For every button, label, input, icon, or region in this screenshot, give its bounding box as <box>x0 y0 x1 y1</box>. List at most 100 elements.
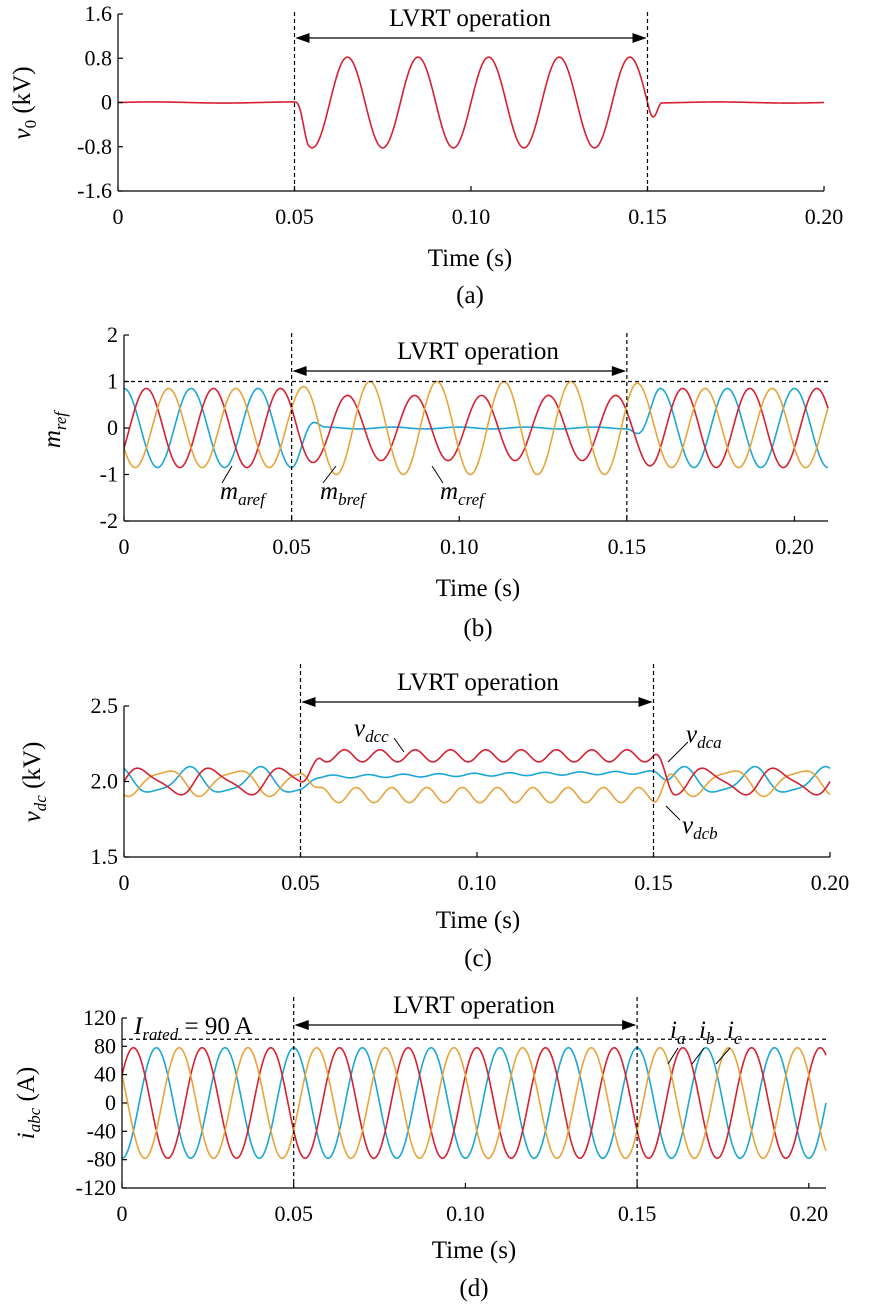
a-x-tick-label: 0.10 <box>452 204 491 229</box>
b-lvrt-arrowhead-right <box>611 366 626 376</box>
c-vdca-leader <box>667 741 689 763</box>
c-x-tick-label: 0.10 <box>458 870 497 895</box>
d-x-tick-label: 0.05 <box>274 1201 313 1226</box>
b-y-ticks: -2 -1 0 1 2 <box>100 322 129 533</box>
a-y-tick-label: 1.6 <box>85 1 113 26</box>
d-ia-label: ia <box>670 1017 685 1048</box>
d-y-axis-label: iabc (A) <box>13 1067 44 1139</box>
panel-a: LVRT operation -1.6 -0.8 0 0.8 1.6 0 0.05 0.10… <box>9 1 843 309</box>
b-maref-label: maref <box>220 478 267 509</box>
d-ic-label: ic <box>727 1017 742 1048</box>
c-vdcc-label: vdcc <box>354 715 389 746</box>
b-x-tick-label: 0.15 <box>608 534 647 559</box>
d-lvrt-arrowhead-left <box>294 1020 309 1030</box>
b-y-tick-label: -2 <box>100 508 118 533</box>
a-y-axis-label: v0 (kV) <box>9 66 40 139</box>
d-lvrt-label: LVRT operation <box>393 992 555 1019</box>
d-ia-leader <box>667 1047 679 1065</box>
d-x-tick-label: 0 <box>117 1201 128 1226</box>
d-ia-series <box>121 1046 827 1160</box>
a-caption: (a) <box>456 282 484 309</box>
c-lvrt-arrowhead-right <box>638 697 653 707</box>
b-caption: (b) <box>463 615 492 642</box>
c-vdcc-series <box>123 749 831 796</box>
b-lvrt-label: LVRT operation <box>397 338 559 365</box>
b-maref-leader <box>221 465 233 484</box>
a-lvrt-label: LVRT operation <box>389 5 551 32</box>
d-rated-label: Irated = 90 A <box>133 1013 253 1044</box>
a-y-ticks: -1.6 -0.8 0 0.8 1.6 <box>77 1 123 203</box>
a-v0-series <box>117 56 825 149</box>
d-y-tick-label: -40 <box>87 1118 116 1143</box>
d-x-tick-label: 0.20 <box>790 1201 829 1226</box>
c-x-tick-label: 0.05 <box>281 870 320 895</box>
a-lvrt-arrowhead-left <box>295 33 310 43</box>
d-caption: (d) <box>459 1275 488 1302</box>
c-x-tick-label: 0.20 <box>811 870 850 895</box>
a-y-tick-label: -1.6 <box>77 178 112 203</box>
d-y-tick-label: -120 <box>76 1175 116 1200</box>
b-x-tick-label: 0.05 <box>272 534 311 559</box>
d-y-ticks: -120 -80 -40 0 40 80 120 <box>76 1005 127 1200</box>
a-lvrt-arrowhead-right <box>632 33 647 43</box>
a-x-tick-label: 0.15 <box>628 204 667 229</box>
panel-b: LVRT operation -2 -1 0 1 2 0 0.05 0.10 0.15 0.20… <box>39 322 829 642</box>
b-x-tick-label: 0.20 <box>775 534 814 559</box>
b-x-tick-label: 0.10 <box>440 534 479 559</box>
b-maref-series <box>123 387 829 469</box>
c-y-tick-label: 2.0 <box>91 769 119 794</box>
b-y-tick-label: 1 <box>107 369 118 394</box>
d-y-tick-label: 40 <box>94 1062 116 1087</box>
b-x-axis-label: Time (s) <box>436 575 521 602</box>
c-vdca-series <box>123 765 831 793</box>
c-vdca-label: vdca <box>686 721 722 752</box>
b-y-tick-label: -1 <box>100 462 118 487</box>
c-vdcb-series <box>123 770 831 804</box>
b-x-ticks: 0 0.05 0.10 0.15 0.20 <box>119 516 814 559</box>
c-y-ticks: 1.5 2.0 2.5 <box>91 693 129 869</box>
b-mbref-label: mbref <box>320 478 367 509</box>
b-lvrt-arrowhead-left <box>292 366 307 376</box>
d-x-tick-label: 0.15 <box>618 1201 657 1226</box>
b-y-tick-label: 2 <box>107 322 118 347</box>
d-ib-leader <box>691 1047 705 1065</box>
d-ib-series <box>121 1046 827 1160</box>
a-x-tick-label: 0.05 <box>275 204 314 229</box>
d-lvrt-arrowhead-right <box>622 1020 637 1030</box>
d-y-tick-label: -80 <box>87 1147 116 1172</box>
c-vdcb-leader <box>665 805 681 821</box>
c-caption: (c) <box>464 945 492 972</box>
b-mbref-series <box>123 387 829 469</box>
b-y-axis-label: mref <box>39 410 70 449</box>
a-y-tick-label: 0 <box>101 90 112 115</box>
b-mcref-label: mcref <box>440 478 486 509</box>
d-y-tick-label: 120 <box>83 1005 116 1030</box>
c-vdcc-leader <box>393 737 405 753</box>
b-y-tick-label: 0 <box>107 415 118 440</box>
d-x-tick-label: 0.10 <box>446 1201 485 1226</box>
d-x-ticks: 0 0.05 0.10 0.15 0.20 <box>117 1183 829 1226</box>
b-x-tick-label: 0 <box>119 534 130 559</box>
c-lvrt-arrowhead-left <box>301 697 316 707</box>
d-ic-series <box>121 1046 827 1160</box>
d-y-tick-label: 0 <box>105 1090 116 1115</box>
c-x-tick-label: 0 <box>119 870 130 895</box>
panel-c: LVRT operation 1.5 2.0 2.5 0 0.05 0.10 0.15 0.… <box>19 664 849 972</box>
d-y-tick-label: 80 <box>94 1033 116 1058</box>
d-ic-leader <box>715 1047 731 1065</box>
a-x-tick-label: 0.20 <box>805 204 844 229</box>
c-y-tick-label: 2.5 <box>91 693 119 718</box>
c-y-axis-label: vdc (kV) <box>19 742 50 823</box>
a-y-tick-label: -0.8 <box>77 134 112 159</box>
a-x-axis-label: Time (s) <box>428 245 513 272</box>
c-y-tick-label: 1.5 <box>91 844 119 869</box>
c-x-axis-label: Time (s) <box>436 907 521 934</box>
a-x-ticks: 0 0.05 0.10 0.15 0.20 <box>113 186 844 229</box>
b-mcref-leader <box>431 465 444 484</box>
a-y-tick-label: 0.8 <box>85 45 113 70</box>
panel-d: LVRT operation Irated = 90 A -120 -80 -40 0… <box>13 992 828 1302</box>
d-ib-label: ib <box>699 1017 714 1048</box>
c-x-tick-label: 0.15 <box>634 870 673 895</box>
b-mcref-series <box>123 380 829 476</box>
